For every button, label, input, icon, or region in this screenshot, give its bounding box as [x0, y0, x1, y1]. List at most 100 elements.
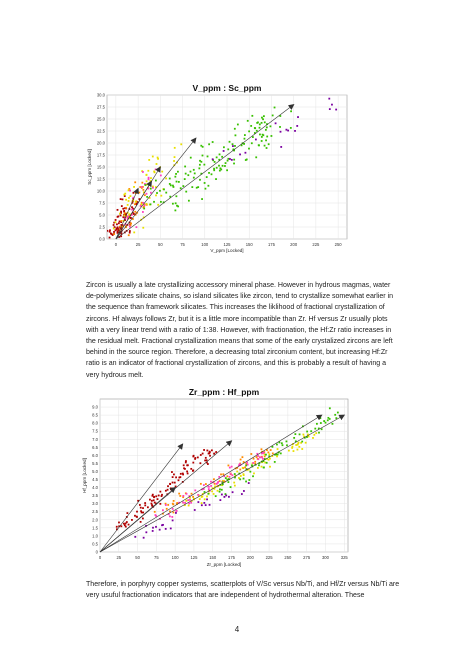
data-point [147, 169, 150, 172]
data-point [316, 422, 318, 425]
data-point [213, 161, 216, 163]
data-point [315, 432, 318, 435]
x-tick-label: 225 [312, 242, 320, 247]
x-tick-label: 75 [180, 242, 185, 247]
data-point [120, 233, 123, 235]
y-tick-label: 10.0 [97, 189, 106, 194]
data-point [144, 502, 147, 504]
data-point [255, 456, 258, 458]
data-point [207, 485, 210, 488]
data-point [172, 499, 175, 502]
data-point [206, 449, 209, 452]
data-point [239, 468, 242, 471]
data-point [257, 455, 259, 457]
data-point [116, 231, 119, 234]
data-point [192, 168, 195, 171]
data-point [256, 466, 259, 469]
data-point [218, 158, 221, 161]
data-point [182, 464, 185, 467]
data-point [210, 173, 213, 176]
data-point [240, 493, 243, 495]
data-point [258, 462, 261, 465]
data-point [192, 461, 195, 464]
data-point [135, 515, 138, 518]
x-tick-label: 225 [266, 555, 274, 560]
y-tick-label: 17.5 [97, 153, 106, 158]
data-point [210, 480, 212, 483]
data-point [181, 472, 184, 475]
y-tick-label: 8.5 [92, 413, 98, 418]
data-point [169, 488, 172, 491]
data-point [200, 160, 203, 163]
data-point [260, 121, 263, 124]
data-point [200, 172, 203, 175]
data-point [239, 475, 242, 477]
data-point [136, 201, 139, 203]
data-point [129, 189, 131, 192]
data-point [172, 503, 175, 506]
data-point [159, 189, 161, 192]
data-point [127, 189, 130, 192]
data-point [320, 428, 323, 431]
data-point [201, 452, 204, 455]
data-point [265, 147, 268, 149]
y-tick-label: 0 [96, 550, 99, 555]
data-point [186, 464, 189, 467]
data-point [173, 481, 176, 484]
data-point [141, 185, 144, 188]
data-point [123, 193, 126, 196]
data-point [179, 476, 182, 479]
data-point [205, 461, 208, 464]
data-point [218, 164, 220, 167]
data-point [190, 492, 193, 495]
data-point [189, 170, 192, 173]
data-point [157, 494, 160, 497]
data-point [314, 427, 317, 430]
data-point [155, 186, 157, 189]
data-point [209, 454, 211, 457]
data-point [174, 485, 177, 488]
data-point [111, 234, 114, 236]
data-point [146, 506, 149, 509]
data-point [133, 186, 135, 188]
data-point [226, 475, 229, 478]
data-point [179, 495, 182, 497]
data-point [156, 192, 158, 194]
data-point [243, 143, 245, 145]
data-point [224, 477, 227, 479]
data-point [212, 481, 215, 484]
data-point [155, 495, 158, 498]
data-point [301, 440, 304, 443]
data-point [267, 143, 270, 146]
data-point [246, 468, 249, 471]
x-tick-label: 150 [246, 242, 254, 247]
data-point [261, 456, 263, 459]
data-point [239, 478, 242, 481]
data-point [154, 179, 157, 182]
data-point [193, 509, 196, 511]
data-point [263, 458, 266, 460]
data-point [159, 490, 162, 493]
data-point [113, 231, 115, 233]
data-point [172, 184, 174, 187]
data-point [185, 460, 187, 462]
data-point [193, 172, 196, 175]
data-point [296, 448, 299, 451]
data-point [200, 502, 203, 505]
x-tick-label: 175 [268, 242, 276, 247]
data-point [160, 194, 163, 197]
data-point [118, 521, 120, 524]
data-point [331, 103, 333, 106]
data-point [204, 459, 207, 462]
data-point [241, 456, 244, 459]
data-point [253, 127, 256, 129]
x-tick-label: 25 [116, 555, 121, 560]
data-point [139, 520, 142, 523]
data-point [184, 501, 186, 504]
data-point [184, 165, 187, 168]
data-point [127, 523, 130, 526]
data-point [225, 494, 228, 497]
data-point [115, 227, 118, 230]
data-point [265, 453, 267, 456]
data-point [180, 143, 183, 146]
